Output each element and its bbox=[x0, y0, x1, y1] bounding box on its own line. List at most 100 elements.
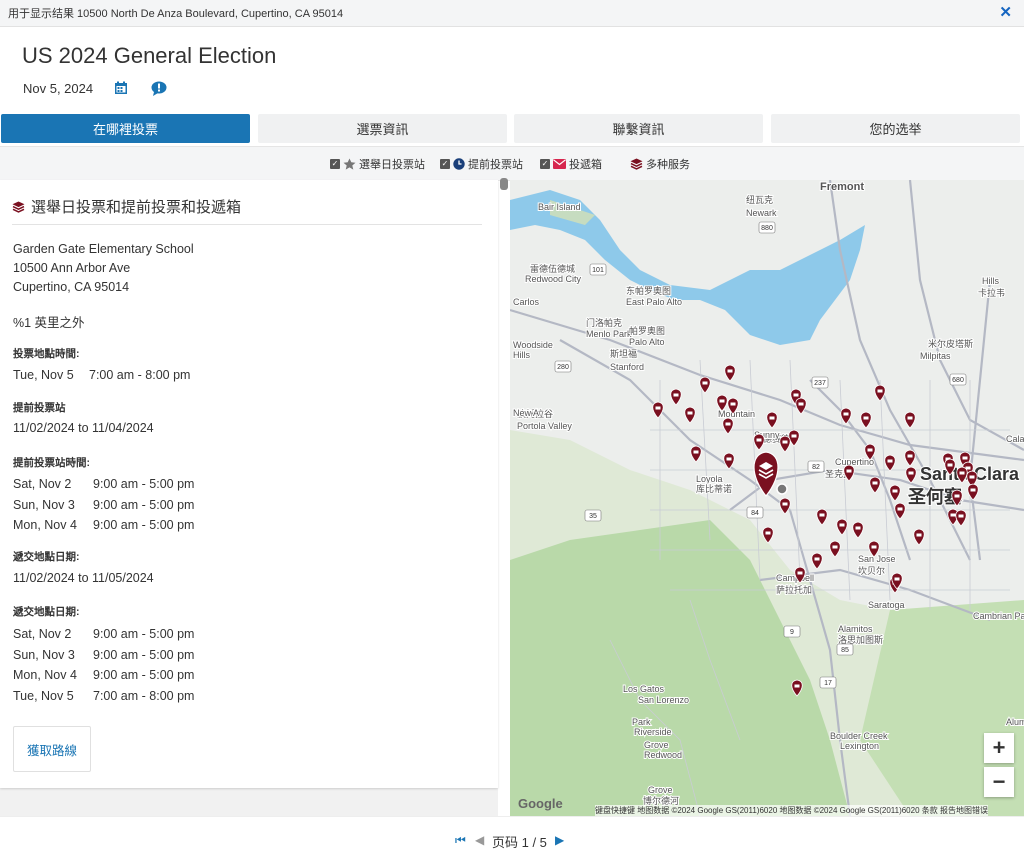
polling-place-marker bbox=[779, 435, 791, 453]
current-location-icon bbox=[776, 483, 788, 495]
map-place-label: Bair Island bbox=[538, 202, 581, 212]
filter-drop-box[interactable]: ✓ 投遞箱 bbox=[540, 156, 602, 172]
map-island bbox=[550, 200, 595, 225]
highway-shield: 82 bbox=[807, 460, 825, 473]
polling-place-marker bbox=[913, 528, 925, 546]
panel-resize-handle[interactable] bbox=[500, 178, 508, 190]
map-place-label: 博尔德河 bbox=[643, 795, 679, 806]
map-forest bbox=[510, 520, 850, 816]
polling-place-marker bbox=[868, 540, 880, 558]
prev-page-button[interactable]: ◀ bbox=[475, 833, 485, 847]
filter-bar: ✓ 選舉日投票站 ✓ 提前投票站 ✓ 投遞箱 多种服务 bbox=[0, 146, 1024, 181]
google-logo: Google bbox=[518, 796, 563, 811]
polling-place-marker bbox=[905, 466, 917, 484]
polling-place-marker bbox=[829, 540, 841, 558]
svg-text:280: 280 bbox=[557, 364, 569, 371]
svg-text:84: 84 bbox=[751, 510, 759, 517]
svg-text:237: 237 bbox=[814, 380, 826, 387]
map-place-label: Alum bbox=[1006, 717, 1024, 727]
zoom-in-button[interactable]: + bbox=[984, 733, 1014, 763]
early-label: 提前投票站 bbox=[13, 402, 66, 414]
map-place-label: Milpitas bbox=[920, 351, 951, 361]
polling-place-marker bbox=[904, 411, 916, 429]
dropoff-days-label: 遞交地點日期: bbox=[13, 606, 80, 618]
alert-comment-icon[interactable] bbox=[148, 77, 170, 99]
map-place-label: Carlos bbox=[513, 297, 540, 307]
location-name: Garden Gate Elementary School bbox=[13, 242, 194, 256]
polling-place-marker bbox=[889, 484, 901, 502]
hours-time: 7:00 am - 8:00 pm bbox=[89, 368, 191, 382]
tab-contact-info[interactable]: 聯繫資訊 bbox=[514, 114, 763, 143]
dropoff-dates-label: 遞交地點日期: bbox=[13, 551, 80, 563]
checkbox-icon[interactable]: ✓ bbox=[330, 159, 340, 169]
highway-shield: 101 bbox=[589, 263, 607, 276]
close-icon[interactable]: ✕ bbox=[999, 4, 1012, 21]
polling-place-marker bbox=[852, 521, 864, 539]
polling-place-marker bbox=[795, 397, 807, 415]
svg-text:9: 9 bbox=[790, 629, 794, 636]
polling-place-marker bbox=[967, 483, 979, 501]
map-place-label: New A bbox=[513, 408, 539, 418]
polling-place-marker bbox=[791, 679, 803, 697]
map[interactable]: Fremont 纽瓦克 Newark Bair Island 雷德伍德城 Redwood … bbox=[510, 180, 1024, 816]
section-title-text: 選舉日投票和提前投票和投遞箱 bbox=[31, 199, 242, 216]
zoom-out-button[interactable]: − bbox=[984, 767, 1014, 797]
get-directions-button[interactable]: 獲取路線 bbox=[13, 726, 91, 772]
map-place-label: 纽瓦克 bbox=[746, 194, 773, 205]
early-day: Sat, Nov 2 bbox=[13, 477, 72, 491]
tab-where-to-vote[interactable]: 在哪裡投票 bbox=[1, 114, 250, 143]
polling-place-marker bbox=[652, 401, 664, 419]
map-place-label: Calaveras bbox=[1006, 434, 1024, 444]
polling-place-marker bbox=[860, 411, 872, 429]
polling-place-marker bbox=[843, 464, 855, 482]
polling-place-marker bbox=[762, 526, 774, 544]
map-place-label: 萨拉托加 bbox=[776, 584, 812, 595]
checkbox-icon[interactable]: ✓ bbox=[440, 159, 450, 169]
map-place-label: 波托拉谷 bbox=[517, 408, 553, 419]
early-day: Mon, Nov 4 bbox=[13, 518, 77, 532]
map-place-label: Portola Valley bbox=[517, 421, 572, 431]
location-card: 選舉日投票和提前投票和投遞箱 Garden Gate Elementary Sc… bbox=[0, 180, 498, 788]
early-time: 9:00 am - 5:00 pm bbox=[93, 518, 195, 532]
map-place-label: Loyola bbox=[696, 474, 723, 484]
svg-text:101: 101 bbox=[592, 267, 604, 274]
filter-label: 多种服务 bbox=[646, 159, 690, 171]
tab-your-elections[interactable]: 您的选举 bbox=[771, 114, 1020, 143]
polling-place-marker bbox=[722, 417, 734, 435]
next-page-button[interactable]: ▶ bbox=[555, 833, 565, 847]
map-canvas[interactable]: Fremont 纽瓦克 Newark Bair Island 雷德伍德城Redwood … bbox=[510, 180, 1024, 816]
polling-place-marker bbox=[864, 443, 876, 461]
filter-early-voting[interactable]: ✓ 提前投票站 bbox=[440, 156, 523, 172]
map-place-label: San Jose bbox=[858, 554, 896, 564]
top-bar: 用于显示结果 10500 North De Anza Boulevard, Cu… bbox=[0, 0, 1024, 27]
highway-shield: 35 bbox=[584, 509, 602, 522]
map-place-label: Palo Alto bbox=[629, 337, 665, 347]
dropoff-dates: 11/02/2024 to 11/05/2024 bbox=[13, 571, 154, 585]
polling-place-marker bbox=[684, 406, 696, 424]
dropoff-time: 9:00 am - 5:00 pm bbox=[93, 668, 195, 682]
svg-text:85: 85 bbox=[841, 647, 849, 654]
location-panel: 選舉日投票和提前投票和投遞箱 Garden Gate Elementary Sc… bbox=[0, 180, 498, 816]
polling-place-marker bbox=[716, 394, 728, 412]
svg-text:17: 17 bbox=[824, 680, 832, 687]
highway-shield: 880 bbox=[758, 221, 776, 234]
filter-election-day[interactable]: ✓ 選舉日投票站 bbox=[330, 156, 425, 172]
tab-ballot-info[interactable]: 選票資訊 bbox=[258, 114, 507, 143]
map-attribution[interactable]: 键盘快捷键 地图数据 ©2024 Google GS(2011)6020 地图数… bbox=[595, 805, 988, 816]
polling-place-marker bbox=[670, 388, 682, 406]
location-city: Cupertino, CA 95014 bbox=[13, 280, 130, 294]
checkbox-icon[interactable]: ✓ bbox=[540, 159, 550, 169]
map-place-label: Grove bbox=[644, 740, 669, 750]
polling-place-marker bbox=[816, 508, 828, 526]
polling-place-marker bbox=[723, 452, 735, 470]
header: US 2024 General Election Nov 5, 2024 bbox=[0, 27, 1024, 112]
calendar-icon[interactable] bbox=[110, 77, 132, 99]
polling-place-marker bbox=[811, 552, 823, 570]
result-address-text: 用于显示结果 10500 North De Anza Boulevard, Cu… bbox=[8, 8, 344, 20]
early-time: 9:00 am - 5:00 pm bbox=[93, 498, 195, 512]
page-title: US 2024 General Election bbox=[22, 43, 277, 68]
polling-place-marker bbox=[869, 476, 881, 494]
polling-place-marker bbox=[951, 489, 963, 507]
first-page-button[interactable]: ⏮ bbox=[455, 833, 466, 847]
map-place-label: Stanford bbox=[610, 362, 644, 372]
